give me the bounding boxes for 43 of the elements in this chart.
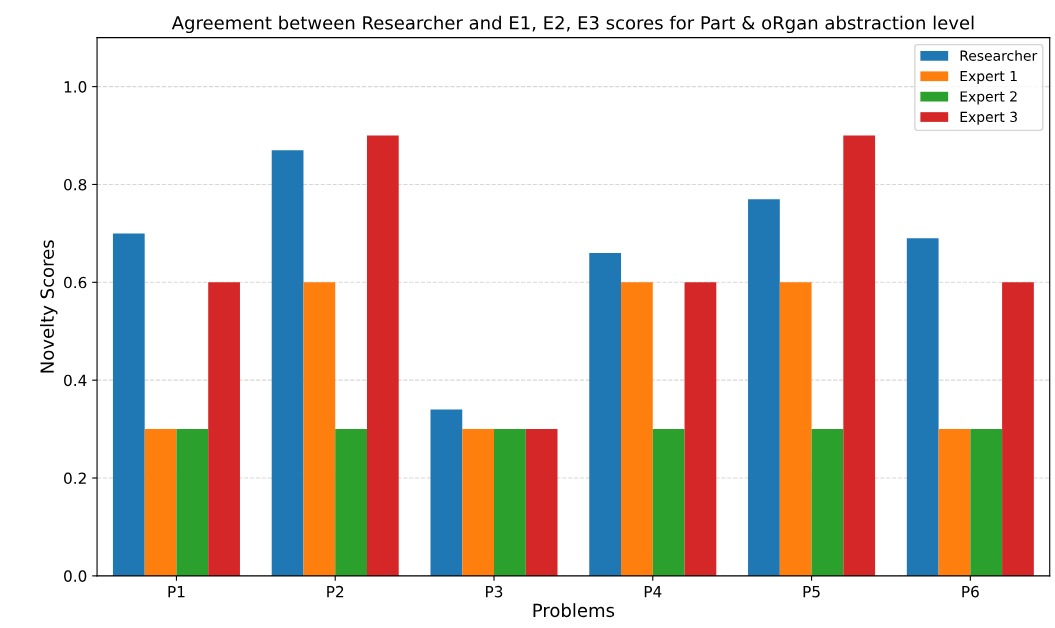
bar <box>779 282 812 576</box>
x-tick-label: P4 <box>644 586 662 598</box>
y-tick-label: 0.4 <box>64 374 87 387</box>
x-tick-label: P5 <box>803 586 820 598</box>
bar <box>938 429 971 576</box>
bar <box>843 135 876 576</box>
y-tick-label: 0.2 <box>64 472 86 485</box>
legend-label: Expert 2 <box>960 91 1017 105</box>
bar <box>494 429 526 576</box>
bar <box>112 233 145 576</box>
bar <box>462 429 494 576</box>
bar <box>589 252 622 576</box>
y-tick-label: 0.6 <box>64 276 87 289</box>
bar <box>144 429 177 576</box>
bar <box>684 282 717 576</box>
legend-label: Researcher <box>960 50 1038 61</box>
bar <box>621 282 653 576</box>
legend-label: Expert 1 <box>960 70 1017 85</box>
y-tick-label: 0.8 <box>64 178 87 191</box>
bar <box>1002 282 1034 576</box>
bar <box>430 409 463 576</box>
x-tick-label: P3 <box>486 585 503 598</box>
y-axis-title: Novelty Scores <box>40 240 58 373</box>
bar <box>652 429 685 576</box>
bar <box>335 429 367 576</box>
bar <box>811 429 844 576</box>
legend-label: Expert 3 <box>960 111 1017 125</box>
bar <box>748 199 780 576</box>
y-tick-label: 0.0 <box>64 570 87 582</box>
y-tick-label: 1.0 <box>64 81 87 93</box>
x-tick-label: P1 <box>168 586 185 598</box>
bar <box>176 429 209 576</box>
bar <box>525 429 558 576</box>
x-axis-title: Problems <box>533 603 615 618</box>
x-tick-label: P6 <box>962 585 979 598</box>
x-tick-label: P2 <box>327 585 344 598</box>
bar <box>303 282 336 576</box>
bar <box>906 238 939 576</box>
bar <box>366 135 399 576</box>
bar <box>970 429 1003 576</box>
bar <box>208 282 240 576</box>
chart-title: Agreement between Researcher and E1, E2, E3 scores for Part & oRgan abstraction level <box>171 15 974 34</box>
bar <box>271 150 304 576</box>
